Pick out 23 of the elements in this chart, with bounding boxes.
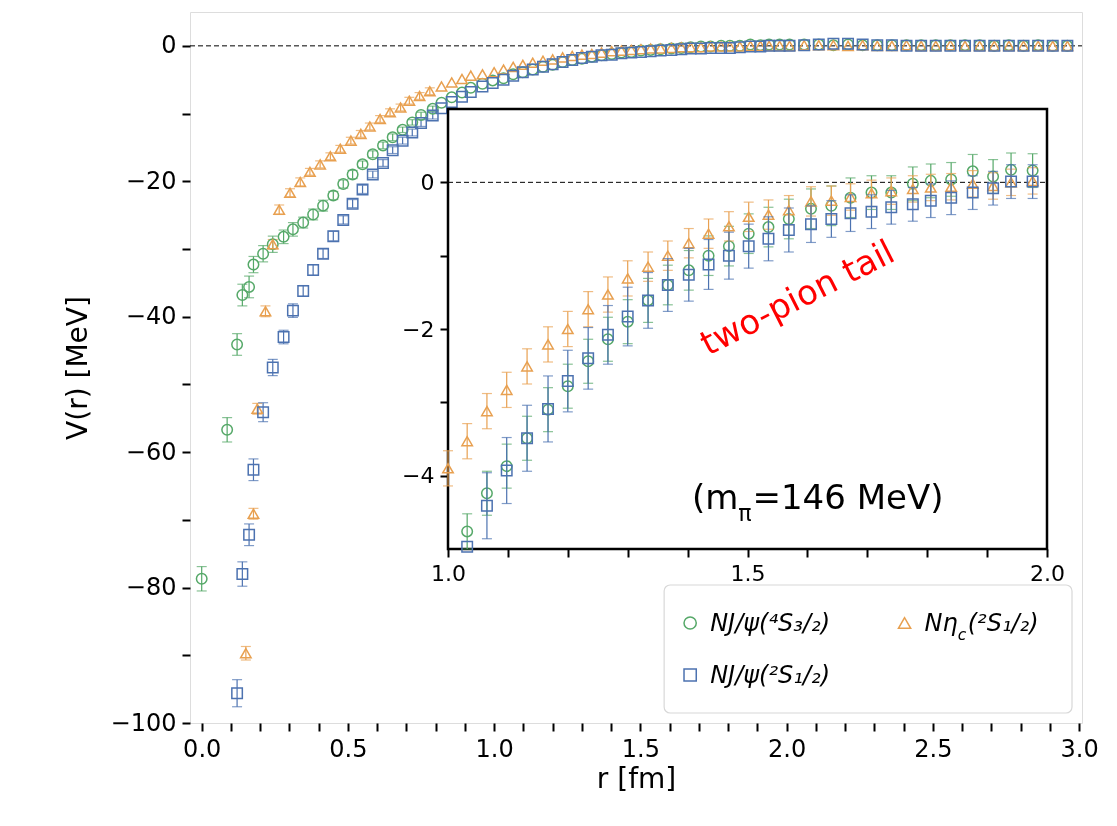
x-axis-title: r [fm] [596, 761, 677, 795]
y-tick-label: −20 [125, 166, 177, 195]
x-tick-label: 1.5 [730, 560, 766, 586]
y-tick-label: −60 [125, 437, 177, 466]
legend-label: NJ/ψ(⁴S₃/₂) [710, 609, 830, 638]
y-tick-label: −80 [125, 573, 177, 602]
x-tick-label: 3.0 [1060, 734, 1099, 763]
y-tick-label: 0 [420, 169, 435, 195]
y-tick-label: −2 [402, 316, 435, 342]
y-tick-label: −40 [125, 302, 177, 331]
x-tick-label: 2.5 [914, 734, 953, 763]
x-tick-label: 0.5 [329, 734, 368, 763]
x-tick-label: 1.5 [621, 734, 660, 763]
x-tick-label: 2.0 [768, 734, 807, 763]
y-tick-label: −4 [402, 463, 435, 489]
y-tick-label: −100 [110, 708, 177, 737]
x-tick-label: 0.0 [183, 734, 222, 763]
x-tick-label: 1.0 [475, 734, 514, 763]
x-tick-label: 2.0 [1030, 560, 1065, 586]
x-tick-label: 1.0 [431, 560, 466, 586]
y-tick-label: 0 [161, 31, 177, 60]
legend-label: NJ/ψ(²S₁/₂) [710, 661, 830, 690]
y-axis-title: V(r) [MeV] [60, 296, 94, 440]
